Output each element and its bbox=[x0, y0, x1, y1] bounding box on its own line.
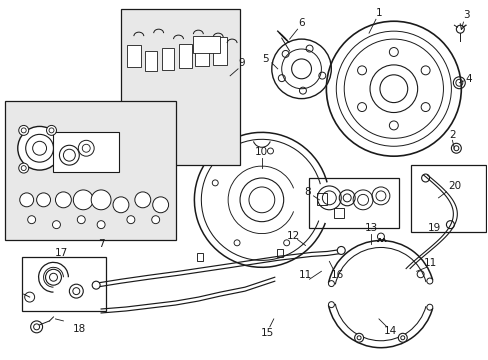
Text: 17: 17 bbox=[55, 248, 68, 258]
Circle shape bbox=[37, 193, 50, 207]
Text: 12: 12 bbox=[286, 230, 300, 240]
Circle shape bbox=[151, 216, 160, 224]
Text: 5: 5 bbox=[262, 54, 268, 64]
Bar bbox=[121, 9, 240, 165]
Circle shape bbox=[328, 280, 334, 287]
Circle shape bbox=[28, 216, 36, 224]
Text: 4: 4 bbox=[464, 74, 470, 84]
Circle shape bbox=[328, 302, 334, 307]
Text: 2: 2 bbox=[448, 130, 455, 140]
Bar bbox=[144, 51, 156, 71]
Circle shape bbox=[337, 247, 345, 255]
Bar bbox=[309, 178, 398, 228]
Bar bbox=[276, 249, 282, 257]
Circle shape bbox=[92, 281, 100, 289]
Bar bbox=[334, 208, 344, 218]
Text: 11: 11 bbox=[298, 270, 311, 280]
Circle shape bbox=[26, 134, 53, 162]
Circle shape bbox=[426, 304, 432, 310]
Bar bbox=[178, 44, 192, 68]
Circle shape bbox=[113, 197, 129, 213]
Circle shape bbox=[18, 126, 61, 170]
Text: 7: 7 bbox=[98, 239, 104, 248]
Circle shape bbox=[25, 292, 35, 302]
Circle shape bbox=[19, 163, 29, 173]
Circle shape bbox=[78, 140, 94, 156]
Circle shape bbox=[398, 333, 407, 342]
Circle shape bbox=[77, 216, 85, 224]
Text: 6: 6 bbox=[298, 18, 304, 28]
Bar bbox=[127, 45, 141, 67]
Circle shape bbox=[152, 197, 168, 213]
Circle shape bbox=[127, 216, 135, 224]
Text: 15: 15 bbox=[261, 328, 274, 338]
Circle shape bbox=[60, 145, 79, 165]
Bar bbox=[195, 40, 209, 66]
Bar bbox=[213, 37, 226, 65]
Text: 3: 3 bbox=[462, 10, 468, 20]
Circle shape bbox=[91, 190, 111, 210]
Circle shape bbox=[354, 333, 363, 342]
Text: 16: 16 bbox=[330, 270, 343, 280]
Circle shape bbox=[19, 125, 29, 135]
Text: 20: 20 bbox=[447, 181, 460, 191]
Text: 10: 10 bbox=[255, 147, 268, 157]
Bar bbox=[317, 193, 326, 205]
Circle shape bbox=[31, 321, 42, 333]
Circle shape bbox=[52, 221, 61, 229]
Text: 9: 9 bbox=[238, 58, 245, 68]
Bar bbox=[410, 165, 485, 231]
Circle shape bbox=[55, 192, 71, 208]
Bar bbox=[5, 100, 175, 239]
Text: 8: 8 bbox=[304, 187, 310, 197]
Text: 14: 14 bbox=[384, 326, 397, 336]
Bar bbox=[162, 48, 173, 70]
Circle shape bbox=[97, 221, 105, 229]
Text: 18: 18 bbox=[73, 324, 86, 334]
Text: 11: 11 bbox=[423, 258, 436, 268]
Circle shape bbox=[69, 284, 83, 298]
Text: 13: 13 bbox=[364, 222, 377, 233]
Circle shape bbox=[20, 193, 34, 207]
Bar bbox=[193, 36, 220, 53]
Circle shape bbox=[45, 269, 61, 285]
Circle shape bbox=[135, 192, 150, 208]
Bar bbox=[53, 132, 119, 172]
Text: 1: 1 bbox=[375, 8, 382, 18]
Circle shape bbox=[426, 278, 432, 284]
Bar bbox=[197, 253, 203, 261]
Circle shape bbox=[73, 190, 93, 210]
Bar bbox=[21, 257, 106, 311]
Text: 19: 19 bbox=[427, 222, 440, 233]
Circle shape bbox=[46, 125, 56, 135]
